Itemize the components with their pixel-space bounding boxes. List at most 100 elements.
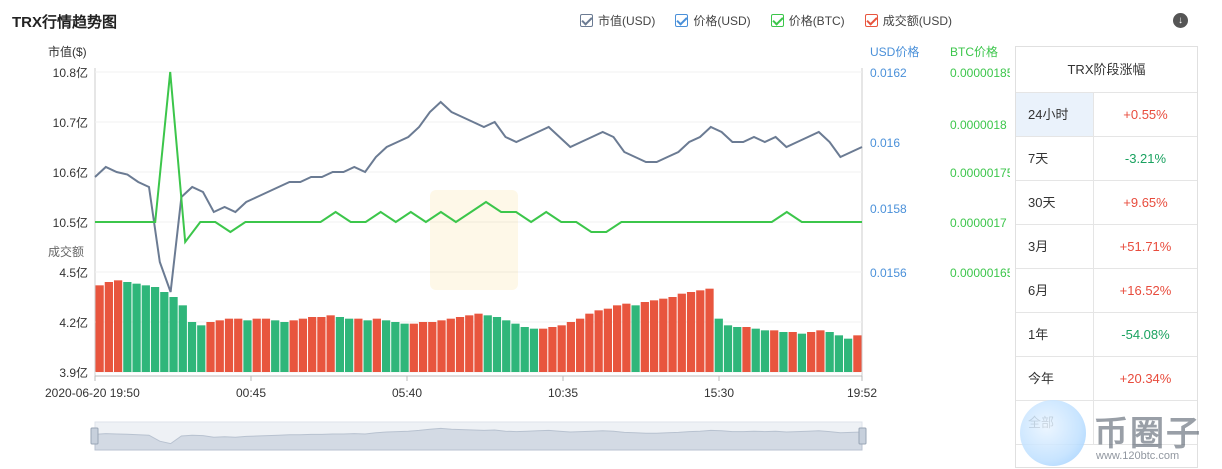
stage-row[interactable]: 1年 -54.08%	[1016, 313, 1197, 357]
btc-tick-label: 0.00000165	[950, 266, 1010, 280]
volume-bar	[640, 302, 649, 372]
btc-tick-label: 0.00000175	[950, 166, 1010, 180]
volume-bar	[141, 285, 150, 372]
usd-tick-label: 0.0158	[870, 202, 907, 216]
volume-bar	[853, 335, 862, 372]
btc-price-line	[95, 71, 862, 245]
volume-bar	[391, 322, 400, 372]
volume-bar	[132, 283, 141, 372]
stage-row-value	[1094, 401, 1197, 444]
volume-bar	[261, 318, 271, 372]
volume-bar	[252, 318, 261, 372]
volume-bar	[409, 323, 418, 372]
volume-bar	[354, 318, 363, 372]
checkbox-icon[interactable]	[864, 14, 878, 27]
volume-bar	[520, 327, 529, 372]
volume-bar	[714, 318, 723, 372]
usd-axis-label: USD价格	[870, 44, 919, 59]
volume-bar	[280, 322, 289, 372]
volume-bar	[649, 300, 659, 372]
scroller-area	[94, 427, 863, 451]
volume-bar	[483, 315, 492, 372]
volume-bar	[631, 305, 640, 372]
legend-item-usd-price[interactable]: 价格(USD)	[675, 12, 751, 29]
usd-tick-label: 0.0162	[870, 66, 907, 80]
stage-row-value: +9.65%	[1123, 195, 1168, 210]
stage-row-label: 30天	[1016, 181, 1094, 224]
btc-tick-label: 0.00000185	[950, 66, 1010, 80]
stage-row-value: -3.21%	[1124, 151, 1167, 166]
x-tick-label: 2020-06-20 19:50	[45, 386, 140, 400]
volume-tick-label: 3.9亿	[59, 365, 88, 380]
volume-bar	[187, 322, 197, 372]
volume-bar	[465, 315, 474, 372]
volume-bar	[594, 310, 603, 372]
stage-row[interactable]: 3月 +51.71%	[1016, 225, 1197, 269]
usd-tick-label: 0.016	[870, 136, 900, 150]
volume-bar	[113, 280, 123, 372]
volume-bar	[243, 320, 252, 372]
volume-bar	[335, 317, 345, 372]
volume-bar	[298, 318, 308, 372]
volume-bar	[807, 332, 816, 372]
volume-bar	[123, 282, 132, 372]
stage-row-label: 7天	[1016, 137, 1094, 180]
checkbox-icon[interactable]	[675, 14, 689, 27]
volume-bar	[557, 325, 566, 372]
stage-row-value: +16.52%	[1119, 283, 1172, 298]
stage-row-label: 24小时	[1016, 93, 1094, 136]
stage-row-value: +20.34%	[1119, 371, 1172, 386]
volume-bar	[723, 325, 733, 372]
download-icon[interactable]: ↓	[1173, 13, 1188, 28]
volume-bar	[770, 330, 779, 372]
volume-bar	[224, 318, 234, 372]
volume-bar	[215, 320, 224, 372]
stage-row-value: -54.08%	[1121, 327, 1170, 342]
volume-bar	[308, 317, 317, 372]
volume-bar	[160, 292, 169, 372]
volume-bar	[548, 327, 557, 372]
legend-item-btc-price[interactable]: 价格(BTC)	[770, 12, 845, 29]
volume-bar	[400, 323, 409, 372]
volume-bar	[742, 327, 751, 372]
scroller-handle-right	[858, 427, 867, 445]
stage-row[interactable]: 6月 +16.52%	[1016, 269, 1197, 313]
volume-bar	[474, 313, 483, 372]
checkbox-icon[interactable]	[770, 14, 784, 27]
volume-bar	[437, 320, 446, 372]
volume-bar	[381, 320, 391, 372]
volume-bar	[797, 333, 807, 372]
stage-panel-title: TRX阶段涨幅	[1016, 47, 1197, 93]
stage-row[interactable]: 30天 +9.65%	[1016, 181, 1197, 225]
chart-title: TRX行情趋势图	[12, 14, 118, 31]
x-tick-label: 15:30	[704, 386, 734, 400]
x-tick-label: 10:35	[548, 386, 578, 400]
stage-row[interactable]: 全部	[1016, 401, 1197, 445]
legend-item-volume[interactable]: 成交额(USD)	[864, 12, 952, 29]
stage-row[interactable]: 24小时 +0.55%	[1016, 93, 1197, 137]
volume-bar	[677, 293, 686, 372]
price-lines	[94, 71, 863, 293]
volume-bar	[502, 320, 511, 372]
x-tick-label: 05:40	[392, 386, 422, 400]
stage-row[interactable]: 7天 -3.21%	[1016, 137, 1197, 181]
volume-bar	[825, 332, 834, 372]
volume-bar	[206, 322, 215, 372]
checkbox-icon[interactable]	[580, 14, 593, 27]
market-cap-line	[94, 100, 863, 293]
volume-bar	[576, 318, 585, 372]
volume-bar	[428, 322, 437, 372]
btc-axis-label: BTC价格	[950, 44, 998, 59]
usd-tick-label: 0.0156	[870, 266, 907, 280]
volume-bar	[585, 313, 594, 372]
stage-row-value: +51.71%	[1119, 239, 1172, 254]
volume-bar	[197, 325, 206, 372]
btc-tick-label: 0.0000018	[950, 118, 1007, 132]
volume-bar	[622, 303, 631, 372]
stage-row-value: +0.55%	[1123, 107, 1168, 122]
volume-tick-label: 4.5亿	[59, 265, 88, 280]
legend-item-market-cap[interactable]: 市值(USD)	[580, 12, 655, 29]
volume-bar	[612, 305, 622, 372]
volume-bar	[418, 322, 428, 372]
stage-row[interactable]: 今年 +20.34%	[1016, 357, 1197, 401]
